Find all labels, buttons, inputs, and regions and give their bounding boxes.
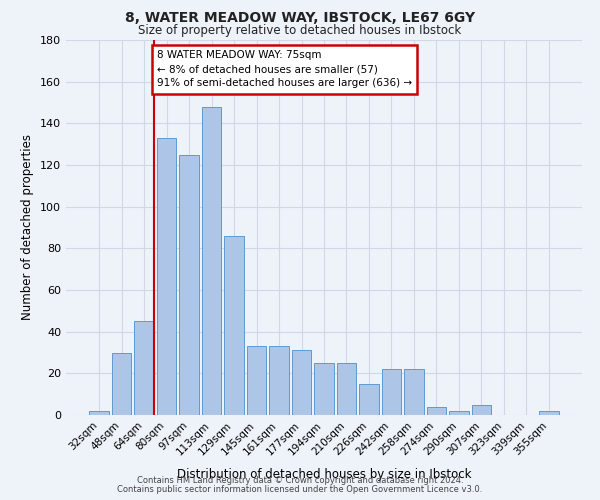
Text: Size of property relative to detached houses in Ibstock: Size of property relative to detached ho… [139, 24, 461, 37]
Bar [247, 346, 266, 415]
Bar [359, 384, 379, 415]
Bar [404, 369, 424, 415]
Bar [337, 363, 356, 415]
Bar [224, 236, 244, 415]
Text: Contains public sector information licensed under the Open Government Licence v3: Contains public sector information licen… [118, 485, 482, 494]
Bar [472, 404, 491, 415]
Bar [292, 350, 311, 415]
Bar [539, 411, 559, 415]
Text: 8 WATER MEADOW WAY: 75sqm
← 8% of detached houses are smaller (57)
91% of semi-d: 8 WATER MEADOW WAY: 75sqm ← 8% of detach… [157, 50, 412, 88]
Text: Contains HM Land Registry data © Crown copyright and database right 2024.: Contains HM Land Registry data © Crown c… [137, 476, 463, 485]
Bar [112, 352, 131, 415]
Y-axis label: Number of detached properties: Number of detached properties [22, 134, 34, 320]
Bar [202, 106, 221, 415]
Bar [89, 411, 109, 415]
Bar [449, 411, 469, 415]
Bar [427, 406, 446, 415]
Bar [134, 322, 154, 415]
Bar [157, 138, 176, 415]
Bar [382, 369, 401, 415]
X-axis label: Distribution of detached houses by size in Ibstock: Distribution of detached houses by size … [177, 468, 471, 481]
Bar [269, 346, 289, 415]
Bar [179, 154, 199, 415]
Text: 8, WATER MEADOW WAY, IBSTOCK, LE67 6GY: 8, WATER MEADOW WAY, IBSTOCK, LE67 6GY [125, 11, 475, 25]
Bar [314, 363, 334, 415]
